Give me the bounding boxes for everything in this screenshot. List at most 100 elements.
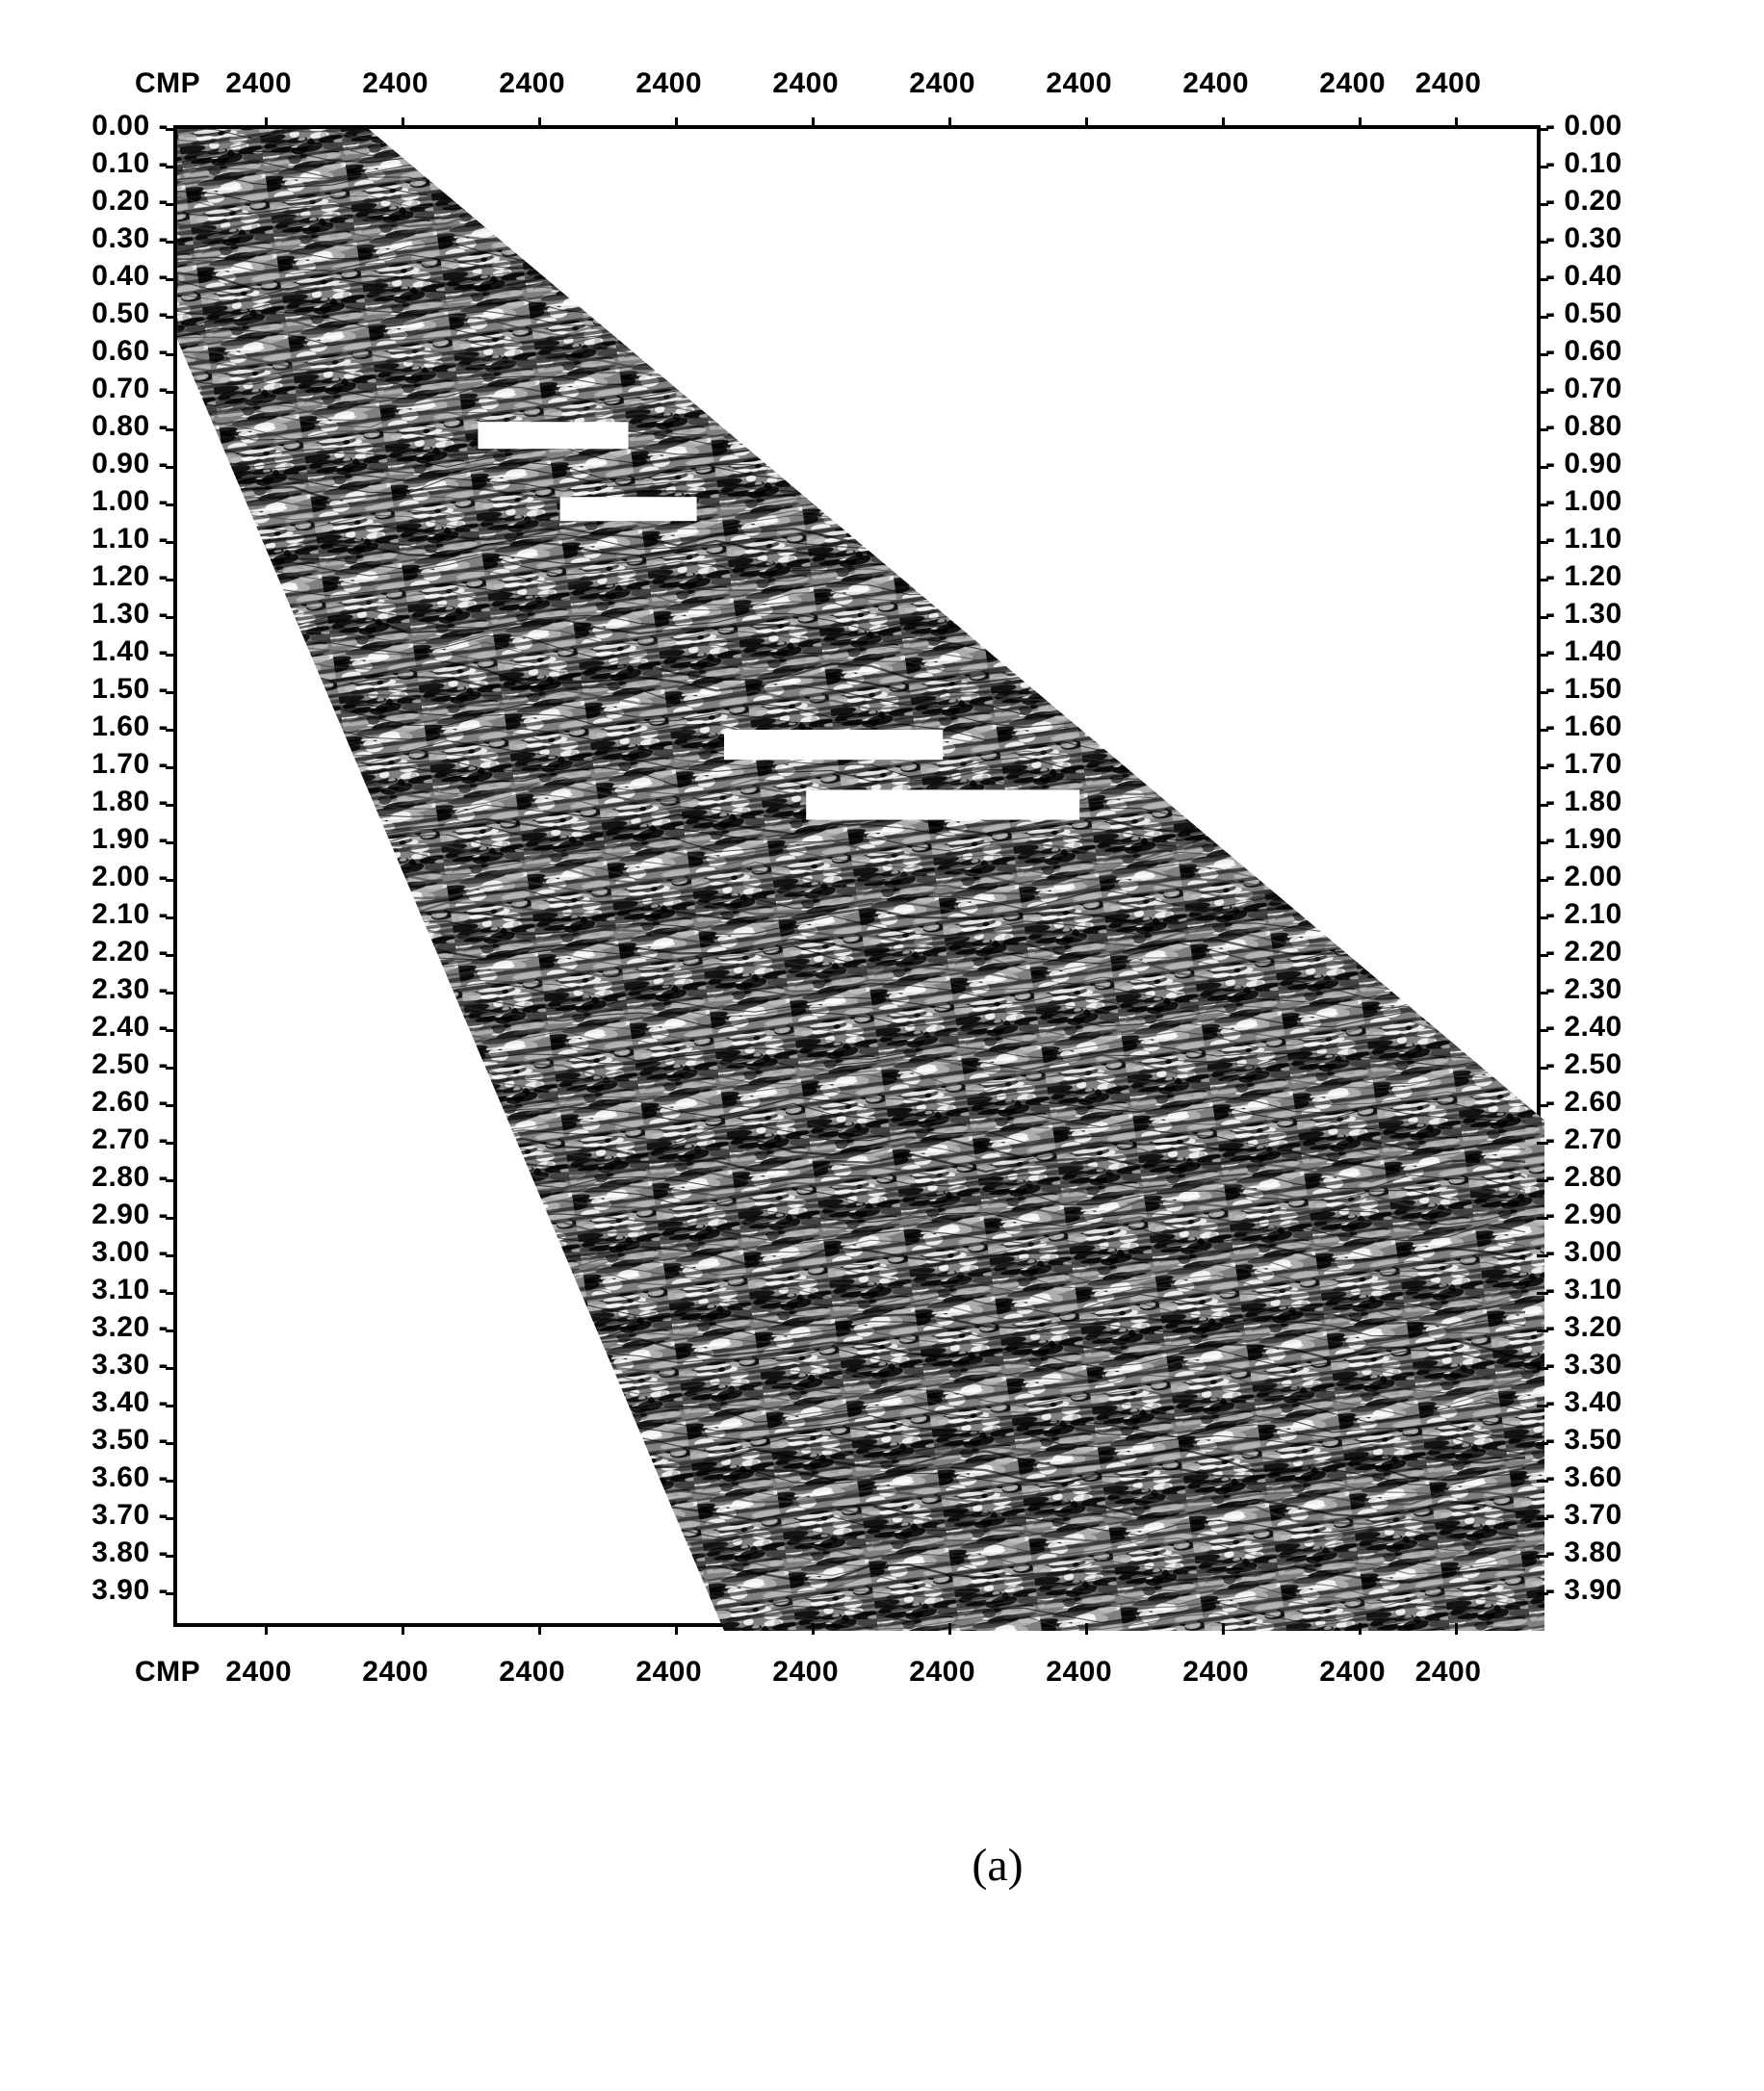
y-tick-label-right: - 1.90 — [1545, 823, 1622, 856]
y-axis-right: - 0.00- 0.10- 0.20- 0.30- 0.40- 0.50- 0.… — [1545, 125, 1685, 1627]
y-tick — [166, 1067, 177, 1070]
x-tick-label: 2400 — [1415, 67, 1482, 100]
y-tick — [166, 879, 177, 882]
y-tick-label-right: - 2.40 — [1545, 1011, 1622, 1044]
y-tick — [166, 128, 177, 131]
x-tick-label: 2400 — [225, 1656, 292, 1689]
y-tick-label-right: - 3.80 — [1545, 1536, 1622, 1569]
y-tick-label-right: - 2.60 — [1545, 1086, 1622, 1119]
y-tick-label-right: - 2.70 — [1545, 1123, 1622, 1156]
x-axis-top: CMP 240024002400240024002400240024002400… — [173, 58, 1764, 125]
y-tick — [166, 1442, 177, 1445]
y-tick — [166, 428, 177, 431]
y-tick-label-right: - 0.40 — [1545, 260, 1622, 293]
x-tick-label: 2400 — [1046, 1656, 1112, 1689]
y-tick-label-left: 0.60 - — [91, 335, 169, 368]
y-tick — [166, 353, 177, 356]
x-tick — [538, 117, 541, 129]
y-tick-label-left: 3.30 - — [91, 1349, 169, 1381]
y-tick-label-right: - 3.20 — [1545, 1311, 1622, 1344]
y-tick-label-left: 0.40 - — [91, 260, 169, 293]
x-tick-label: 2400 — [909, 1656, 975, 1689]
y-tick — [166, 579, 177, 581]
y-tick — [166, 766, 177, 769]
y-tick — [166, 166, 177, 168]
y-tick-label-left: 1.80 - — [91, 786, 169, 818]
y-tick — [166, 1555, 177, 1558]
y-tick-label-right: - 1.70 — [1545, 748, 1622, 781]
y-tick-label-left: 0.90 - — [91, 448, 169, 480]
y-tick — [166, 1142, 177, 1145]
y-tick — [166, 691, 177, 694]
x-tick — [1455, 117, 1458, 129]
x-tick — [1359, 117, 1362, 129]
y-tick-label-right: - 0.90 — [1545, 448, 1622, 480]
y-tick-label-left: 0.00 - — [91, 110, 169, 142]
y-tick-label-left: 0.20 - — [91, 185, 169, 218]
y-tick-label-right: - 2.30 — [1545, 973, 1622, 1006]
y-tick-label-left: 3.50 - — [91, 1424, 169, 1457]
x-tick — [265, 117, 268, 129]
y-tick-label-right: - 3.60 — [1545, 1461, 1622, 1494]
y-tick-label-right: - 2.90 — [1545, 1199, 1622, 1231]
x-tick — [675, 117, 678, 129]
x-tick-label: 2400 — [772, 1656, 839, 1689]
y-tick-label-left: 2.70 - — [91, 1123, 169, 1156]
y-tick-label-left: 3.70 - — [91, 1499, 169, 1532]
y-tick-label-left: 1.10 - — [91, 523, 169, 555]
x-axis-label-bottom: CMP — [135, 1656, 200, 1689]
y-tick — [166, 1329, 177, 1332]
y-tick-label-left: 0.10 - — [91, 147, 169, 180]
y-tick-label-right: - 0.00 — [1545, 110, 1622, 142]
y-tick-label-right: - 2.20 — [1545, 936, 1622, 968]
x-tick-label: 2400 — [1415, 1656, 1482, 1689]
y-tick — [166, 654, 177, 657]
x-tick — [1222, 117, 1225, 129]
y-tick-label-right: - 1.40 — [1545, 635, 1622, 668]
x-axis-label-top: CMP — [135, 67, 200, 100]
y-tick-label-left: 1.60 - — [91, 710, 169, 743]
y-tick — [166, 278, 177, 281]
y-tick — [166, 1254, 177, 1257]
y-tick-label-left: 2.50 - — [91, 1048, 169, 1081]
y-tick — [166, 1480, 177, 1483]
y-tick — [166, 729, 177, 732]
y-tick-label-right: - 0.50 — [1545, 297, 1622, 330]
y-tick — [166, 1179, 177, 1182]
y-tick-label-left: 1.40 - — [91, 635, 169, 668]
x-tick — [812, 117, 815, 129]
y-tick-label-right: - 3.40 — [1545, 1386, 1622, 1419]
y-tick-label-left: 0.80 - — [91, 410, 169, 443]
x-tick-label: 2400 — [909, 67, 975, 100]
y-tick-label-right: - 1.30 — [1545, 598, 1622, 631]
x-tick-label: 2400 — [362, 1656, 428, 1689]
y-tick-label-left: 1.90 - — [91, 823, 169, 856]
y-tick — [166, 992, 177, 994]
y-tick-label-right: - 0.70 — [1545, 373, 1622, 405]
y-tick — [166, 541, 177, 544]
y-tick — [166, 841, 177, 844]
y-tick — [166, 466, 177, 469]
y-tick — [166, 241, 177, 244]
y-tick-label-left: 3.80 - — [91, 1536, 169, 1569]
x-tick-label: 2400 — [499, 67, 565, 100]
y-tick-label-right: - 3.00 — [1545, 1236, 1622, 1269]
y-tick-label-right: - 0.80 — [1545, 410, 1622, 443]
y-tick-label-right: - 1.00 — [1545, 485, 1622, 518]
x-tick — [1085, 117, 1088, 129]
y-tick-label-left: 1.20 - — [91, 560, 169, 593]
y-tick-label-left: 3.00 - — [91, 1236, 169, 1269]
x-tick-label: 2400 — [225, 67, 292, 100]
y-tick — [166, 391, 177, 394]
y-tick-label-left: 0.30 - — [91, 222, 169, 255]
x-tick-label: 2400 — [1319, 67, 1386, 100]
y-tick — [166, 503, 177, 506]
y-tick-label-right: - 2.80 — [1545, 1161, 1622, 1194]
y-tick-label-right: - 1.60 — [1545, 710, 1622, 743]
y-tick-label-right: - 0.30 — [1545, 222, 1622, 255]
x-tick-label: 2400 — [772, 67, 839, 100]
seismic-data-swath — [177, 129, 1544, 1631]
y-tick-label-right: - 3.30 — [1545, 1349, 1622, 1381]
y-tick — [166, 1517, 177, 1520]
x-tick — [948, 117, 951, 129]
